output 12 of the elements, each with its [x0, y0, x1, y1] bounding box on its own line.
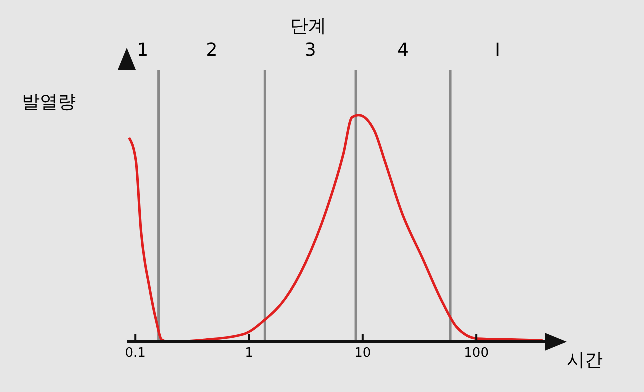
- x-tick-label: 100: [464, 346, 489, 362]
- x-tick-label: 10: [354, 346, 372, 362]
- text: 1: [137, 40, 149, 61]
- y-axis-title: 발열량: [22, 91, 76, 114]
- x-axis-title: 시간: [567, 349, 603, 372]
- text: I: [495, 40, 500, 61]
- text: 2: [206, 40, 218, 61]
- text: 3: [304, 40, 316, 61]
- chart-title: 단계: [290, 15, 328, 38]
- x-tick-label: 1: [245, 346, 254, 362]
- text: 4: [398, 40, 410, 61]
- x-tick-label: 0.1: [125, 346, 146, 362]
